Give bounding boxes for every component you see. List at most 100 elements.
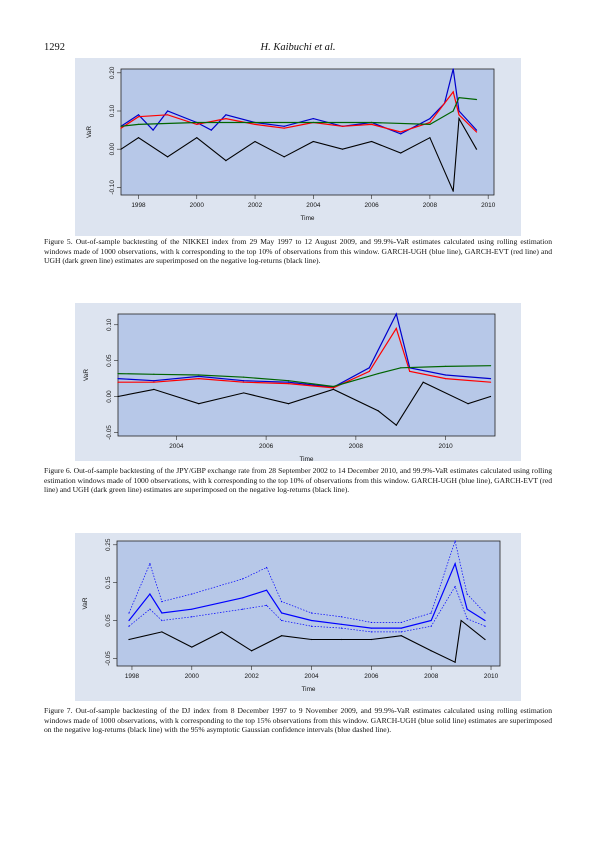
data-point <box>368 370 370 373</box>
y-axis-label: VaR <box>83 369 90 381</box>
data-point <box>153 381 155 383</box>
data-point <box>340 616 343 618</box>
data-point <box>161 612 163 614</box>
data-point <box>400 152 402 154</box>
data-point <box>254 123 256 125</box>
data-point <box>287 383 290 385</box>
data-point <box>225 118 227 120</box>
data-point <box>445 374 447 376</box>
data-point <box>371 121 373 124</box>
data-point <box>120 148 122 150</box>
data-point <box>312 121 314 124</box>
x-tick-label: 2008 <box>349 443 364 450</box>
data-point <box>191 616 193 618</box>
data-point <box>198 375 200 378</box>
data-point <box>161 619 163 622</box>
figure-7-caption: Figure 7. Out-of-sample backtesting of t… <box>44 706 552 735</box>
data-point <box>280 635 283 637</box>
data-point <box>210 129 212 131</box>
x-tick-label: 2010 <box>484 673 499 680</box>
data-point <box>153 373 155 375</box>
y-axis-label: VaR <box>86 126 93 138</box>
x-tick-label: 2000 <box>190 202 205 209</box>
data-point <box>445 365 447 367</box>
data-point <box>454 540 456 542</box>
data-point <box>280 601 283 603</box>
data-point <box>454 563 456 565</box>
data-point <box>137 123 140 125</box>
data-point <box>341 148 344 150</box>
data-point <box>452 91 454 93</box>
series-line-3 <box>120 96 477 127</box>
figure-5-caption: Figure 5. Out-of-sample backtesting of t… <box>44 237 552 266</box>
data-point <box>167 156 169 158</box>
y-tick-label: 0.25 <box>105 538 112 551</box>
data-point <box>332 388 335 390</box>
data-point <box>429 118 431 120</box>
data-point <box>452 110 454 112</box>
data-point <box>458 97 460 99</box>
data-point <box>430 619 432 622</box>
running-head-author: H. Kaibuchi et al. <box>260 42 336 53</box>
data-point <box>161 601 163 603</box>
data-point <box>225 160 227 162</box>
data-point <box>466 608 468 610</box>
x-tick-label: 1998 <box>131 202 146 209</box>
data-point <box>429 121 431 124</box>
data-point <box>283 125 285 127</box>
x-tick-label: 2004 <box>304 673 319 680</box>
data-point <box>377 410 379 412</box>
x-tick-label: 2010 <box>481 202 496 209</box>
data-point <box>332 387 335 389</box>
data-point <box>280 619 283 622</box>
data-point <box>395 327 397 329</box>
data-point <box>340 627 343 629</box>
data-point <box>489 365 492 367</box>
data-point <box>484 625 486 627</box>
data-point <box>340 623 343 625</box>
data-point <box>161 631 163 633</box>
data-point <box>254 140 256 143</box>
data-point <box>149 593 151 595</box>
y-tick-label: 0.10 <box>106 318 113 331</box>
data-point <box>243 381 245 383</box>
data-point <box>312 118 314 120</box>
data-point <box>489 395 492 398</box>
x-axis-label: Time <box>301 215 315 222</box>
data-point <box>137 114 140 116</box>
x-tick-label: 2000 <box>185 673 200 680</box>
figure-7-chart: 1998 2000 2002 2004 2006 2008 2010 -0.05 0.05 0.1… <box>75 533 521 701</box>
data-point <box>370 638 372 641</box>
x-tick-label: 2006 <box>259 443 274 450</box>
x-axis-label: Time <box>302 686 316 693</box>
data-point <box>117 395 119 398</box>
data-point <box>167 114 169 116</box>
data-point <box>196 123 198 125</box>
x-tick-label: 2002 <box>248 202 263 209</box>
data-point <box>117 377 119 380</box>
data-point <box>242 608 244 610</box>
data-point <box>475 98 478 101</box>
data-point <box>484 619 486 622</box>
x-tick-label: 1998 <box>125 673 140 680</box>
series-line-2 <box>128 539 486 623</box>
data-point <box>430 650 432 652</box>
data-point <box>243 380 245 382</box>
data-point <box>254 121 256 124</box>
data-point <box>198 403 200 405</box>
figure-5-chart: 1998 2000 2002 2004 2006 2008 2010 -0.10 0.00 0.1… <box>75 58 521 236</box>
figure-6-chart: 2004 2006 2008 2010 -0.05 0.00 0.05 0.10 Time VaR <box>75 303 521 461</box>
data-point <box>149 563 151 565</box>
data-point <box>251 650 253 652</box>
data-point <box>475 148 478 150</box>
data-point <box>445 377 447 380</box>
data-point <box>153 388 155 390</box>
data-point <box>400 133 402 135</box>
data-point <box>243 376 245 378</box>
data-point <box>283 156 285 158</box>
data-point <box>312 140 314 143</box>
page-number: 1292 <box>44 42 65 53</box>
data-point <box>489 381 492 383</box>
data-point <box>120 127 122 129</box>
x-tick-label: 2006 <box>365 202 380 209</box>
